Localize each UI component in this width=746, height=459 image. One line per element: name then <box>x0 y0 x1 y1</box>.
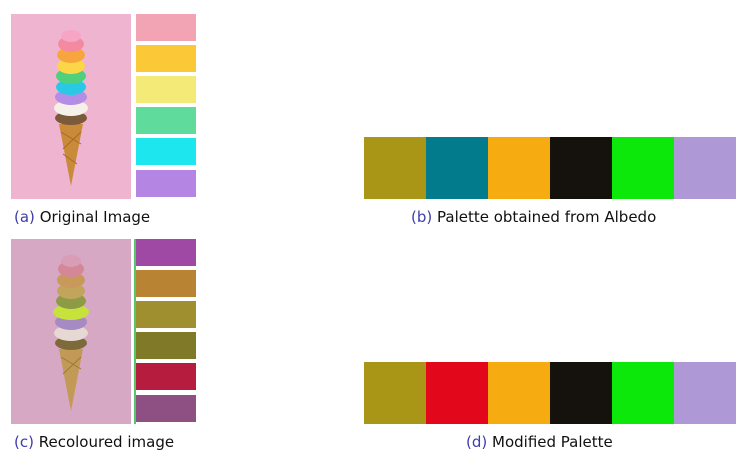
modified-palette <box>364 362 736 424</box>
caption-c-text: Recoloured image <box>38 433 175 451</box>
recoloured-swatch-4 <box>136 332 196 359</box>
original-swatch-6 <box>136 170 196 197</box>
ice-cream-cone-icon <box>11 14 131 199</box>
modified-color-3 <box>488 362 550 424</box>
recoloured-image <box>11 239 131 424</box>
modified-color-6 <box>674 362 736 424</box>
modified-color-5 <box>612 362 674 424</box>
original-swatch-4 <box>136 107 196 134</box>
albedo-color-2 <box>426 137 488 199</box>
modified-color-2 <box>426 362 488 424</box>
modified-color-4 <box>550 362 612 424</box>
caption-d-tag: (d) <box>466 433 488 451</box>
caption-a-text: Original Image <box>39 208 151 226</box>
albedo-color-3 <box>488 137 550 199</box>
caption-a-tag: (a) <box>14 208 35 226</box>
original-swatch-5 <box>136 138 196 165</box>
caption-d-text: Modified Palette <box>492 433 613 451</box>
caption-b: (b) Palette obtained from Albedo <box>411 208 656 226</box>
albedo-palette <box>364 137 736 199</box>
original-image <box>11 14 131 199</box>
recoloured-cone-icon <box>11 239 131 424</box>
original-swatch-3 <box>136 76 196 103</box>
albedo-color-1 <box>364 137 426 199</box>
original-swatch-1 <box>136 14 196 41</box>
recoloured-swatch-6 <box>136 395 196 422</box>
caption-c: (c) Recoloured image <box>14 433 174 451</box>
recoloured-swatch-column <box>136 239 196 424</box>
albedo-color-6 <box>674 137 736 199</box>
albedo-color-5 <box>612 137 674 199</box>
albedo-color-4 <box>550 137 612 199</box>
recoloured-divider <box>134 239 136 424</box>
caption-c-tag: (c) <box>14 433 34 451</box>
recoloured-swatch-2 <box>136 270 196 297</box>
caption-b-text: Palette obtained from Albedo <box>437 208 657 226</box>
modified-color-1 <box>364 362 426 424</box>
caption-d: (d) Modified Palette <box>466 433 613 451</box>
recoloured-swatch-5 <box>136 363 196 390</box>
original-swatch-column <box>136 14 196 199</box>
recoloured-swatch-3 <box>136 301 196 328</box>
caption-a: (a) Original Image <box>14 208 150 226</box>
recoloured-swatch-1 <box>136 239 196 266</box>
original-swatch-2 <box>136 45 196 72</box>
caption-b-tag: (b) <box>411 208 433 226</box>
